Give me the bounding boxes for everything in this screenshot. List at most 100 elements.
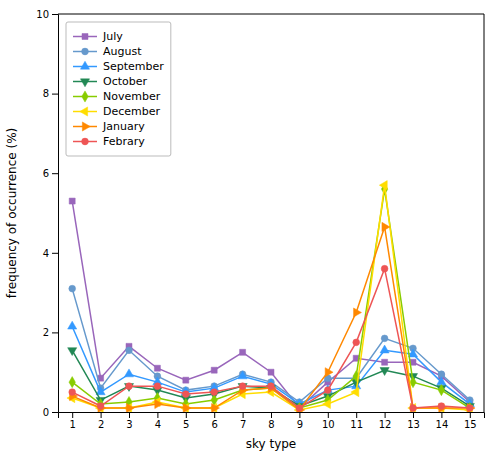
tick: 10 bbox=[322, 412, 335, 430]
marker bbox=[296, 405, 302, 411]
marker bbox=[323, 399, 331, 408]
series bbox=[67, 181, 472, 412]
legend-label: October bbox=[103, 75, 147, 88]
marker bbox=[467, 403, 475, 412]
tick-label: 10 bbox=[36, 9, 49, 20]
marker bbox=[379, 181, 387, 190]
marker bbox=[354, 308, 362, 317]
tick: 13 bbox=[407, 412, 420, 430]
legend-marker bbox=[80, 107, 88, 116]
legend-label: July bbox=[102, 30, 123, 43]
tick: 2 bbox=[98, 412, 104, 430]
legend-marker bbox=[80, 61, 89, 69]
tick: 6 bbox=[43, 168, 58, 179]
y-axis: 0 2 4 6 8 10 bbox=[36, 9, 58, 418]
tick-label: 12 bbox=[379, 419, 392, 430]
legend-item: November bbox=[73, 90, 161, 103]
marker bbox=[410, 405, 417, 412]
frame bbox=[484, 14, 485, 412]
marker bbox=[68, 348, 77, 356]
legend-label: November bbox=[103, 90, 161, 103]
legend-marker bbox=[82, 91, 88, 102]
marker bbox=[268, 384, 276, 393]
tick-mark bbox=[356, 412, 357, 418]
marker bbox=[438, 403, 445, 410]
marker bbox=[69, 285, 76, 292]
marker bbox=[439, 403, 447, 412]
tick-label: 11 bbox=[350, 419, 363, 430]
tick: 7 bbox=[240, 412, 246, 430]
series bbox=[69, 184, 473, 412]
series bbox=[70, 222, 475, 412]
marker bbox=[268, 383, 275, 390]
marker bbox=[154, 365, 160, 371]
marker bbox=[155, 399, 163, 408]
tick: 8 bbox=[43, 88, 58, 99]
line bbox=[72, 269, 470, 408]
tick: 5 bbox=[183, 412, 189, 430]
line bbox=[72, 189, 470, 408]
marker bbox=[296, 405, 303, 412]
marker bbox=[297, 405, 305, 412]
tick-label: 13 bbox=[407, 419, 420, 430]
frame bbox=[58, 14, 484, 15]
series bbox=[68, 348, 475, 412]
line bbox=[72, 227, 470, 410]
legend-label: Febrary bbox=[103, 135, 145, 148]
legend-label: September bbox=[103, 60, 164, 73]
series bbox=[69, 265, 473, 411]
legend-item: October bbox=[73, 75, 147, 88]
tick-label: 9 bbox=[297, 419, 303, 430]
legend-item: January bbox=[73, 120, 145, 133]
tick-mark bbox=[52, 332, 58, 333]
legend-label: December bbox=[103, 105, 161, 118]
tick-label: 2 bbox=[43, 327, 49, 338]
plot: 1234567891011121314150246810JulyAugustSe… bbox=[36, 9, 484, 430]
chart: 1234567891011121314150246810JulyAugustSe… bbox=[0, 0, 500, 458]
legend-marker bbox=[80, 79, 89, 87]
legend-marker bbox=[82, 48, 89, 55]
tick-label: 6 bbox=[43, 168, 49, 179]
tick-label: 10 bbox=[322, 419, 335, 430]
tick: 14 bbox=[436, 412, 449, 430]
tick-mark bbox=[328, 412, 329, 418]
tick: 0 bbox=[43, 407, 58, 418]
legend-box bbox=[66, 22, 171, 156]
marker bbox=[126, 403, 134, 412]
axis-line bbox=[52, 15, 59, 413]
tick-mark bbox=[52, 253, 58, 254]
marker bbox=[124, 369, 133, 377]
legend-marker bbox=[82, 34, 88, 40]
legend-marker bbox=[82, 138, 89, 145]
marker bbox=[382, 222, 390, 231]
tick-mark bbox=[441, 412, 442, 418]
marker bbox=[465, 403, 474, 411]
marker bbox=[380, 345, 389, 353]
tick-mark bbox=[157, 412, 158, 418]
marker bbox=[69, 389, 76, 396]
marker bbox=[68, 321, 77, 329]
marker bbox=[438, 385, 444, 396]
tick-label: 1 bbox=[70, 419, 76, 430]
marker bbox=[325, 368, 333, 377]
tick-mark bbox=[101, 412, 102, 418]
marker bbox=[126, 383, 133, 390]
tick-label: 8 bbox=[43, 88, 49, 99]
marker bbox=[239, 383, 246, 390]
tick: 8 bbox=[268, 412, 274, 430]
tick-mark bbox=[413, 412, 414, 418]
y-axis-title: frequency of occurrence (%) bbox=[5, 128, 19, 298]
marker bbox=[212, 403, 220, 412]
marker bbox=[408, 403, 416, 412]
tick-label: 15 bbox=[464, 419, 477, 430]
tick-mark bbox=[52, 412, 58, 413]
marker bbox=[124, 383, 133, 391]
series bbox=[69, 198, 473, 411]
tick: 4 bbox=[43, 248, 58, 259]
marker bbox=[154, 383, 161, 390]
marker bbox=[353, 339, 360, 346]
marker bbox=[466, 405, 473, 412]
tick-mark bbox=[271, 412, 272, 418]
marker bbox=[183, 377, 189, 383]
tick-label: 14 bbox=[436, 419, 449, 430]
